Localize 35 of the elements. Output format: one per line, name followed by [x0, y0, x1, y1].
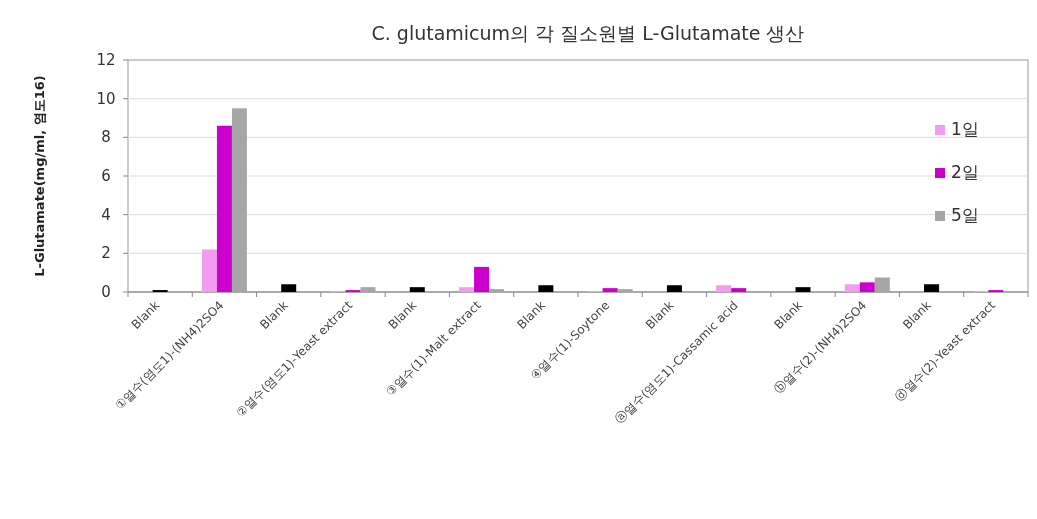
legend-item: 2일 [935, 162, 979, 182]
y-tick-label: 4 [101, 205, 111, 224]
y-tick-label: 6 [101, 167, 111, 185]
bar [538, 285, 554, 292]
legend-label: 2일 [951, 162, 979, 182]
y-tick-label: 12 [96, 51, 116, 69]
bar [666, 285, 682, 292]
bar [474, 266, 490, 292]
legend-label: 1일 [951, 119, 979, 139]
bar [409, 287, 425, 292]
bar [874, 277, 890, 292]
bar [731, 288, 747, 292]
bar [360, 287, 376, 292]
bar [924, 284, 940, 292]
legend-item: 5일 [935, 205, 979, 225]
chart-title: C. glutamicum의 각 질소원별 L-Glutamate 생산 [371, 22, 805, 44]
bar [602, 288, 618, 292]
bar [844, 284, 860, 292]
bar [281, 284, 297, 292]
y-tick-label: 2 [101, 244, 111, 263]
legend-item: 1일 [935, 119, 979, 139]
bar [459, 287, 475, 292]
bar [201, 249, 217, 292]
legend-label: 5일 [951, 205, 979, 225]
bar [617, 289, 633, 292]
bar [489, 289, 505, 292]
y-tick-label: 0 [101, 283, 111, 301]
y-tick-label: 10 [96, 89, 116, 108]
y-tick-label: 8 [101, 128, 111, 147]
bar [716, 285, 732, 292]
bar [231, 108, 247, 292]
bar [859, 282, 875, 292]
bar [795, 287, 811, 292]
bar [216, 125, 232, 292]
y-axis-title: L-Glutamate(mg/ml, 염도16) [32, 75, 47, 277]
